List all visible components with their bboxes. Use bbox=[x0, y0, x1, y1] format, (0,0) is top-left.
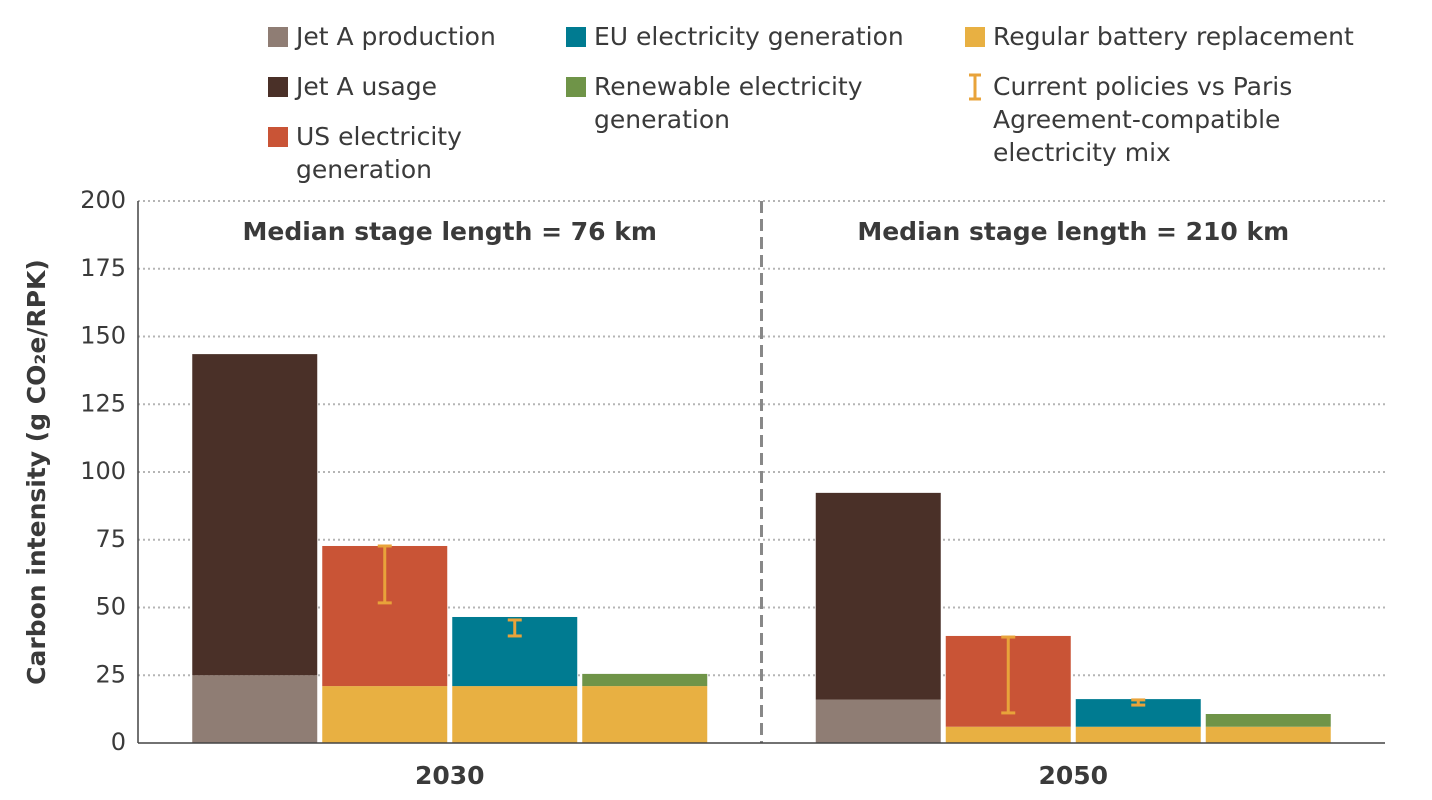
y-tick-label: 125 bbox=[80, 389, 126, 417]
bar-segment bbox=[192, 354, 318, 676]
legend-swatch bbox=[268, 127, 288, 147]
legend-swatch bbox=[268, 77, 288, 97]
group-label: 2030 bbox=[415, 761, 485, 790]
bar-segment bbox=[1205, 714, 1331, 727]
y-tick-label: 50 bbox=[95, 593, 126, 621]
error-bar bbox=[1001, 635, 1016, 715]
bar-segment bbox=[582, 673, 708, 687]
legend-item: US electricity generation bbox=[268, 120, 508, 186]
bar-segment bbox=[452, 686, 578, 743]
error-bar bbox=[1131, 698, 1146, 707]
legend-item: Jet A usage bbox=[268, 70, 548, 103]
y-axis-title: Carbon intensity (g CO₂e/RPK) bbox=[22, 259, 51, 685]
legend-item: Current policies vs Paris Agreement-comp… bbox=[965, 70, 1395, 169]
legend-label: Jet A usage bbox=[296, 72, 437, 101]
y-tick-label: 25 bbox=[95, 660, 126, 688]
legend-label: EU electricity generation bbox=[594, 22, 904, 51]
y-tick-label: 175 bbox=[80, 254, 126, 282]
legend-swatch bbox=[566, 77, 586, 97]
y-tick-label: 200 bbox=[80, 186, 126, 214]
error-bar bbox=[507, 618, 522, 638]
y-tick-label: 100 bbox=[80, 457, 126, 485]
legend-label: Regular battery replacement bbox=[993, 22, 1354, 51]
y-tick-label: 75 bbox=[95, 525, 126, 553]
group-label: 2050 bbox=[1038, 761, 1108, 790]
legend-label: Jet A production bbox=[296, 22, 496, 51]
bar-segment bbox=[322, 686, 448, 743]
bar-segment bbox=[1205, 726, 1331, 743]
legend-item: Regular battery replacement bbox=[965, 20, 1395, 53]
legend-label: Renewable electricity generation bbox=[594, 72, 863, 134]
legend-swatch bbox=[566, 27, 586, 47]
bar-segment bbox=[945, 726, 1071, 743]
legend-label: Current policies vs Paris Agreement-comp… bbox=[993, 72, 1293, 167]
legend-item: Jet A production bbox=[268, 20, 548, 53]
legend-item: Renewable electricity generation bbox=[566, 70, 896, 136]
bar-segment bbox=[815, 492, 941, 700]
y-tick-label: 150 bbox=[80, 322, 126, 350]
legend-swatch bbox=[268, 27, 288, 47]
bar-segment bbox=[192, 675, 318, 743]
bar-segment bbox=[815, 699, 941, 743]
y-tick-label: 0 bbox=[111, 728, 126, 756]
legend-item: EU electricity generation bbox=[566, 20, 946, 53]
legend-label: US electricity generation bbox=[296, 122, 462, 184]
annotation: Median stage length = 210 km bbox=[857, 217, 1289, 246]
annotation: Median stage length = 76 km bbox=[243, 217, 657, 246]
error-bar bbox=[377, 544, 392, 605]
legend-swatch bbox=[969, 73, 981, 101]
bar-segment bbox=[1075, 726, 1201, 743]
legend-swatch bbox=[965, 27, 985, 47]
bar-segment bbox=[582, 686, 708, 743]
